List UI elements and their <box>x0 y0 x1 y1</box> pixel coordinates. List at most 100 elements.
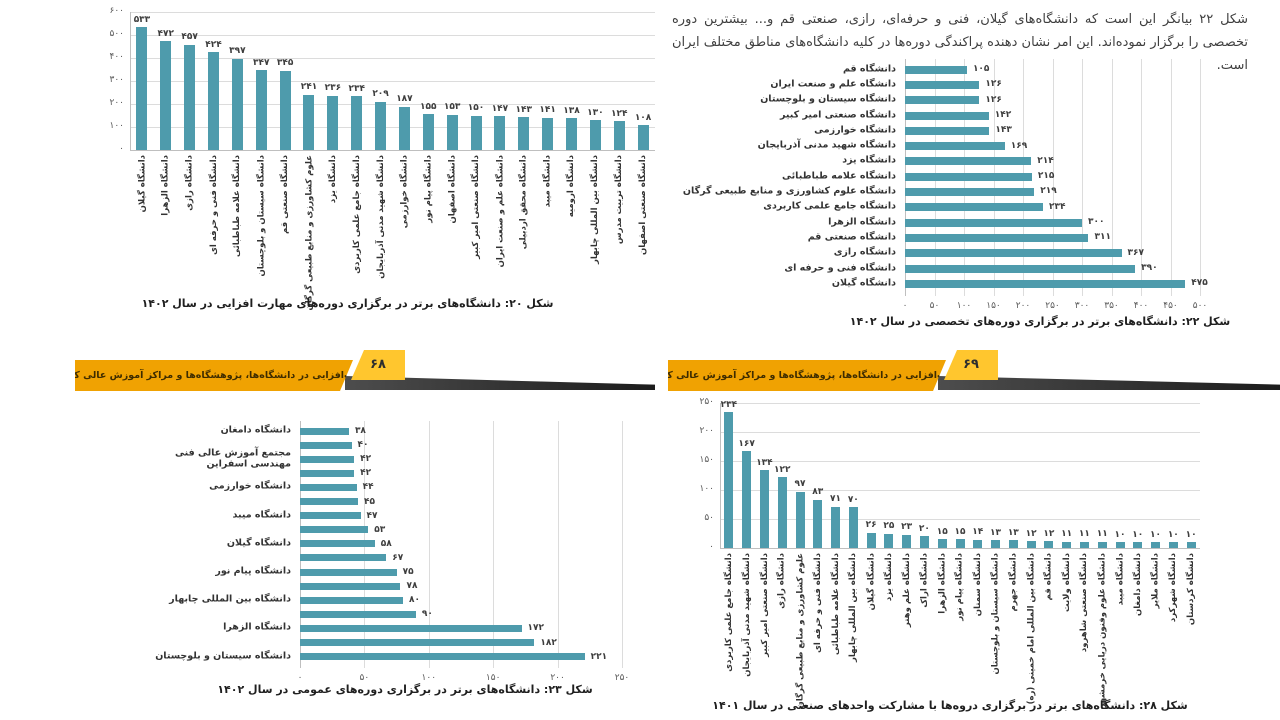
bar <box>1151 542 1161 548</box>
category-label: دانشگاه کردستان <box>1186 553 1197 626</box>
axis-tick-label: ۰ <box>709 542 714 552</box>
value-label: ۱۴۳ <box>515 104 532 115</box>
category-label: دانشگاه سیستان و بلوچستان <box>990 553 1001 675</box>
gridline <box>720 490 1200 491</box>
axis-tick-label: ۳۵۰ <box>1104 300 1119 311</box>
bar <box>300 568 397 576</box>
bar <box>255 70 267 150</box>
category-label: دانشگاه گیلان <box>831 277 896 289</box>
category-label: دانشگاه علم و صنعت ایران <box>494 155 505 268</box>
bar <box>136 27 148 150</box>
bar <box>759 470 769 548</box>
value-label: ۱۳ <box>1007 527 1019 538</box>
category-label: دانشگاه قم <box>842 63 896 75</box>
bar <box>613 121 625 150</box>
bar <box>831 506 841 548</box>
category-label: دانشگاه علم و صنعت ایران <box>770 78 896 90</box>
axis-tick-label: ۴۵۰ <box>1163 300 1178 311</box>
gridline <box>1200 59 1201 296</box>
value-label: ۱۲۶ <box>985 94 1002 105</box>
value-label: ۱۴ <box>972 527 984 538</box>
category-label: دانشگاه شهید مدنی آذربایجان <box>757 139 896 151</box>
value-label: ۱۳۴ <box>756 457 773 468</box>
bar <box>300 498 358 506</box>
value-label: ۱۰ <box>1114 529 1126 540</box>
axis-tick-label: ۲۵۰ <box>699 397 714 407</box>
category-label: دانشگاه صنعتی امیر کبیر <box>759 553 770 657</box>
category-label: دانشگاه الزهرا <box>223 622 291 634</box>
bar <box>919 536 929 548</box>
bar <box>470 115 482 150</box>
bar <box>300 610 416 618</box>
value-label: ۱۸۲ <box>540 637 557 648</box>
value-label: ۱۲۴ <box>610 108 628 119</box>
category-label: دانشگاه علامه طباطبائی <box>830 553 841 655</box>
figure-28-caption: شکل ۲۸: دانشگاه‌های برتر در برگزاری دروه… <box>712 699 1188 712</box>
bar <box>905 65 967 74</box>
gridline <box>130 104 655 105</box>
intro-paragraph: شکل ۲۲ بیانگر این است که دانشگاه‌های گیل… <box>672 12 1248 73</box>
bar <box>905 172 1032 181</box>
bar <box>637 125 649 150</box>
page-68-banner: مهارت‌افزایی در دانشگاه‌ها، پژوهشگاه‌ها … <box>75 349 655 395</box>
gridline <box>720 548 1200 549</box>
bar <box>589 120 601 150</box>
value-label: ۱۶۹ <box>1010 140 1028 151</box>
category-label: علوم کشاورزی و منابع طبیعی گرگان <box>795 553 805 709</box>
value-label: ۱۲۶ <box>985 79 1002 90</box>
category-label: دانشگاه اراک <box>919 553 930 608</box>
value-label: ۱۵ <box>936 526 948 537</box>
figure-23-caption: شکل ۲۳: دانشگاه‌های برتر در برگزاری دوره… <box>217 683 593 696</box>
category-label: دانشگاه بین المللی چابهار <box>169 593 291 605</box>
category-label: دانشگاه الزهرا <box>937 553 948 614</box>
page-number-badge: ۶۹ <box>944 350 998 380</box>
category-label: دانشگاه علوم کشاورزی و منابع طبیعی گرگان <box>682 185 896 197</box>
value-label: ۱۳۰ <box>587 107 604 118</box>
value-label: ۲۶ <box>865 520 877 531</box>
bar <box>279 70 291 150</box>
bar <box>905 157 1032 166</box>
gridline <box>1082 59 1083 296</box>
category-label: دانشگاه علم وهنر <box>901 553 912 628</box>
value-label: ۲۱۴ <box>1037 155 1054 166</box>
gridline <box>130 35 655 36</box>
axis-tick-label: ۲۰۰ <box>699 426 714 436</box>
bar <box>905 111 989 120</box>
category-label: دانشگاه صنعتی اصفهان <box>638 155 649 256</box>
bar <box>300 582 401 590</box>
value-label: ۱۰۵ <box>972 64 990 74</box>
category-label: دانشگاه علامه طباطبائی <box>782 170 896 182</box>
value-label: ۱۴۳ <box>995 125 1012 136</box>
category-label: دانشگاه سمنان <box>972 553 983 617</box>
bar <box>937 539 947 548</box>
gridline <box>130 127 655 128</box>
category-label: دانشگاه صنعتی شاهرود <box>1079 553 1090 653</box>
value-label: ۲۳ <box>901 522 913 533</box>
bar <box>303 94 315 150</box>
category-label: دانشگاه قم <box>1043 553 1054 601</box>
bar <box>300 512 361 520</box>
axis-tick-label: ۵۰۰ <box>109 29 124 39</box>
bar <box>375 101 387 150</box>
category-label: دانشگاه میبد <box>542 155 553 208</box>
category-label: دانشگاه گیلان <box>136 155 147 213</box>
value-label: ۱۰ <box>1132 529 1144 540</box>
axis-tick-label: ۱۰۰ <box>956 300 972 311</box>
category-label: دانشگاه پیام نور <box>955 553 965 621</box>
bar <box>300 639 535 647</box>
value-label: ۱۰ <box>1167 529 1179 540</box>
axis-tick-label: ۱۵۰ <box>699 455 714 465</box>
category-label: دانشگاه فنی و حرفه ای <box>784 262 896 274</box>
value-label: ۲۴۱ <box>300 82 318 93</box>
value-label: ۵۳۳ <box>133 14 151 25</box>
value-label: ۱۵۵ <box>420 101 437 112</box>
bar <box>1008 540 1018 548</box>
value-label: ۴۷ <box>366 510 378 521</box>
bar <box>905 142 1005 151</box>
category-label: دانشگاه جامع علمی کاربردی <box>723 553 734 672</box>
axis-tick-label: ۰ <box>902 300 908 311</box>
value-label: ۱۳ <box>990 527 1002 538</box>
bar <box>905 203 1044 212</box>
bar <box>300 540 375 548</box>
category-label: دانشگاه علوم وفنون دریایی خرمشهر <box>1097 553 1108 709</box>
